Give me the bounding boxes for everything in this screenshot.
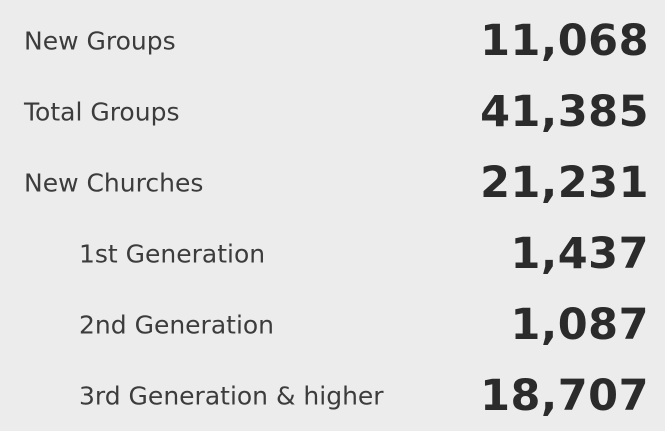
page: {"stats": [ {"label": "New Groups", "val… [0,5,665,421]
stat-row: 3rd Generation & higher 18,707 [0,360,665,431]
stat-value: 21,231 [480,157,649,208]
stats-list: New Groups 11,068 Total Groups 41,385 New Ch… [0,5,665,421]
stat-row: New Groups 11,068 [0,5,665,76]
stat-row: 1st Generation 1,437 [0,218,665,289]
stat-label: 2nd Generation [79,310,275,339]
stat-label: 1st Generation [79,239,266,268]
stat-label: Total Groups [24,97,180,126]
stat-row: New Churches 21,231 [0,147,665,218]
stat-value: 41,385 [480,86,649,137]
stat-value: 1,437 [510,228,649,279]
stat-label: 3rd Generation & higher [79,381,384,410]
stat-row: 2nd Generation 1,087 [0,289,665,360]
stat-value: 18,707 [480,370,649,421]
stat-value: 1,087 [510,299,649,350]
stat-label: New Churches [24,168,204,197]
stat-row: Total Groups 41,385 [0,76,665,147]
stat-label: New Groups [24,26,176,55]
stat-value: 11,068 [480,15,649,66]
